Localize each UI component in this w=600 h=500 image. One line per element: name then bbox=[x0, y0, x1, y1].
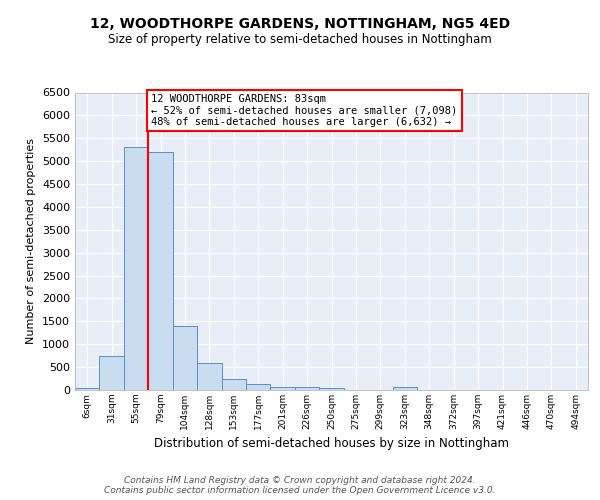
Bar bbox=[392, 386, 417, 390]
Y-axis label: Number of semi-detached properties: Number of semi-detached properties bbox=[26, 138, 37, 344]
Bar bbox=[319, 388, 344, 390]
X-axis label: Distribution of semi-detached houses by size in Nottingham: Distribution of semi-detached houses by … bbox=[154, 438, 509, 450]
Bar bbox=[246, 384, 271, 390]
Text: 12 WOODTHORPE GARDENS: 83sqm
← 52% of semi-detached houses are smaller (7,098)
4: 12 WOODTHORPE GARDENS: 83sqm ← 52% of se… bbox=[151, 94, 457, 127]
Bar bbox=[75, 388, 100, 390]
Text: Size of property relative to semi-detached houses in Nottingham: Size of property relative to semi-detach… bbox=[108, 32, 492, 46]
Text: Contains HM Land Registry data © Crown copyright and database right 2024.
Contai: Contains HM Land Registry data © Crown c… bbox=[104, 476, 496, 495]
Bar bbox=[173, 326, 197, 390]
Bar bbox=[197, 362, 221, 390]
Bar bbox=[148, 152, 173, 390]
Bar bbox=[295, 386, 319, 390]
Bar bbox=[124, 148, 148, 390]
Bar bbox=[271, 386, 295, 390]
Bar bbox=[221, 378, 246, 390]
Text: 12, WOODTHORPE GARDENS, NOTTINGHAM, NG5 4ED: 12, WOODTHORPE GARDENS, NOTTINGHAM, NG5 … bbox=[90, 18, 510, 32]
Bar bbox=[100, 356, 124, 390]
